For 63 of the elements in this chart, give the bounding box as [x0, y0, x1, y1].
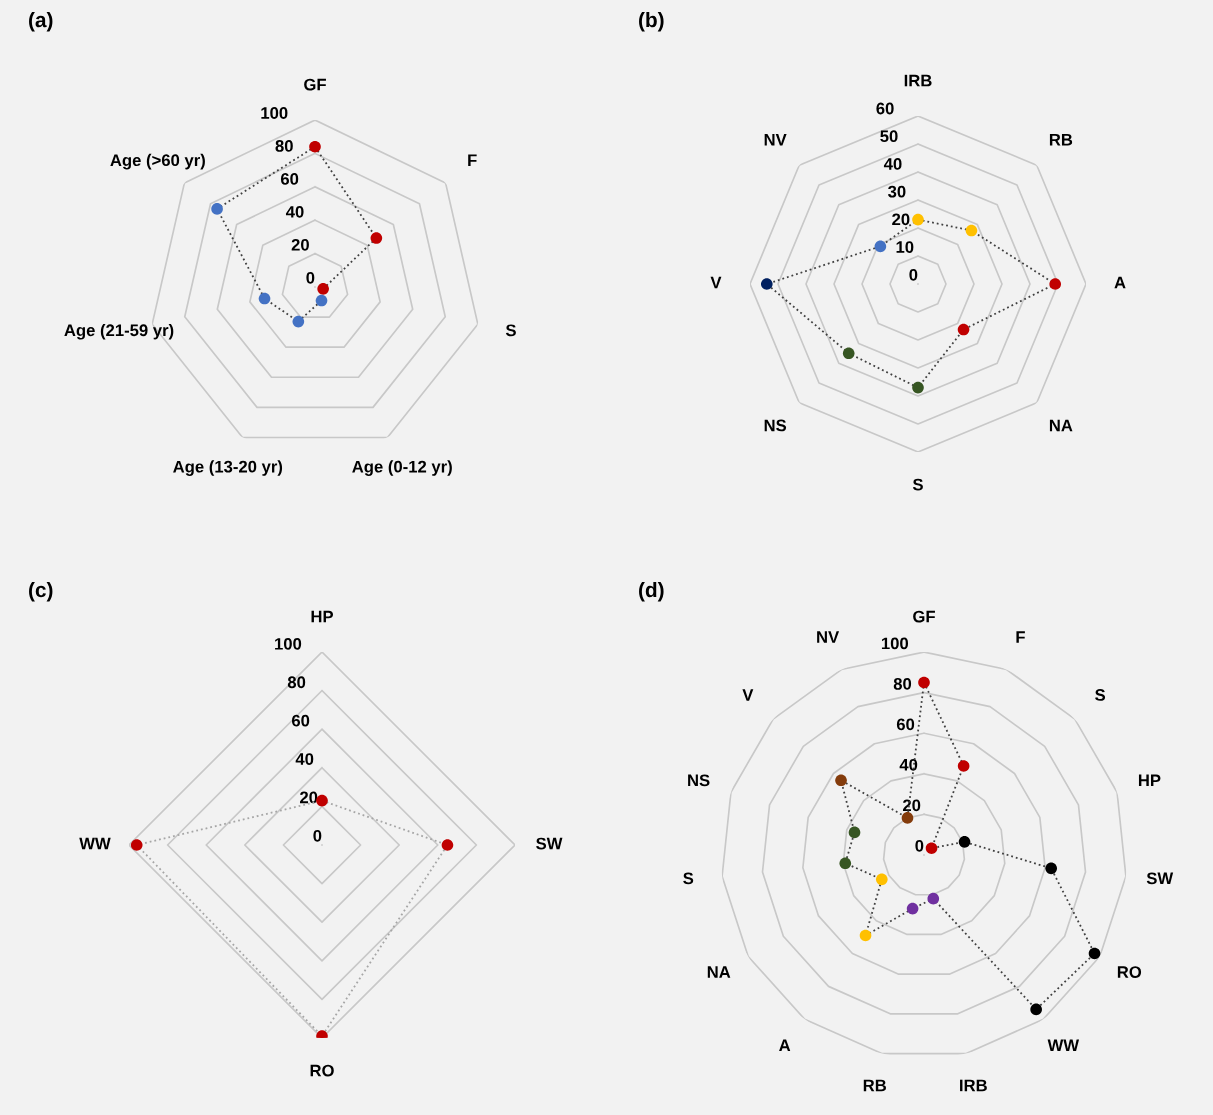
spoke-label: Age (>60 yr): [110, 153, 205, 170]
y-tick-label: 20: [291, 238, 309, 251]
spoke-label: NA: [1049, 419, 1073, 432]
spoke-label: V: [742, 689, 754, 701]
spoke-label: IRB: [904, 74, 932, 87]
y-tick-label: 80: [893, 677, 912, 690]
spoke-label: WW: [1047, 1039, 1080, 1052]
y-tick-label: 60: [291, 714, 310, 727]
y-tick-label: 40: [899, 758, 918, 771]
y-tick-label: 80: [287, 676, 306, 689]
spoke-label: HP: [1138, 774, 1161, 787]
y-tick-label: 10: [896, 241, 914, 253]
spoke-label: RO: [1117, 966, 1142, 978]
chart-title: (c): [29, 581, 53, 602]
y-tick-label: 80: [275, 140, 293, 152]
y-tick-label: 40: [883, 158, 902, 170]
spoke-label: RB: [863, 1079, 886, 1092]
y-tick-label: 20: [892, 213, 910, 226]
y-tick-label: 50: [880, 130, 898, 143]
y-tick-label: 100: [275, 637, 302, 650]
spoke-label: GF: [913, 610, 935, 623]
spoke-label: S: [683, 872, 694, 885]
y-tick-label: 0: [313, 829, 322, 842]
spoke-label: RO: [310, 1064, 334, 1077]
spoke-label: HP: [311, 610, 334, 623]
y-tick-label: 100: [261, 107, 288, 119]
spoke-label: Age (21-59 yr): [64, 323, 174, 340]
spoke-label: V: [710, 276, 722, 289]
spoke-label: NV: [764, 133, 787, 146]
spoke-label: SW: [1146, 872, 1174, 885]
spoke-label: S: [505, 324, 516, 337]
spoke-label: SW: [536, 837, 563, 850]
chart-title: (a): [29, 11, 53, 32]
spoke-label: Age (0-12 yr): [352, 460, 452, 476]
chart-title: (b): [639, 11, 664, 32]
chart-title: (d): [639, 581, 664, 602]
spoke-label: NA: [707, 966, 731, 978]
y-tick-label: 20: [300, 791, 318, 804]
y-tick-label: 40: [285, 205, 304, 218]
spoke-label: NS: [764, 419, 787, 432]
spoke-label: A: [1114, 276, 1126, 289]
spoke-label: S: [912, 478, 923, 491]
y-tick-label: 60: [896, 718, 915, 731]
y-tick-label: 60: [876, 102, 894, 115]
spoke-label: RB: [1049, 133, 1073, 146]
spoke-label: A: [779, 1039, 791, 1052]
spoke-label: WW: [79, 837, 111, 850]
spoke-label: NV: [817, 631, 840, 643]
y-tick-label: 40: [295, 753, 314, 765]
spoke-label: S: [1095, 689, 1106, 701]
y-tick-label: 60: [280, 173, 299, 185]
spoke-label: F: [1016, 631, 1025, 643]
spoke-label: IRB: [960, 1079, 987, 1092]
y-tick-label: 0: [306, 271, 315, 284]
y-tick-label: 20: [902, 799, 921, 812]
y-tick-label: 0: [915, 839, 924, 852]
spoke-label: NS: [688, 774, 710, 787]
spoke-label: F: [468, 154, 477, 166]
spoke-label: GF: [304, 78, 326, 91]
spoke-label: Age (13-20 yr): [173, 460, 283, 476]
y-tick-label: 0: [909, 268, 918, 281]
y-tick-label: 30: [888, 185, 906, 198]
y-tick-label: 100: [881, 637, 909, 650]
